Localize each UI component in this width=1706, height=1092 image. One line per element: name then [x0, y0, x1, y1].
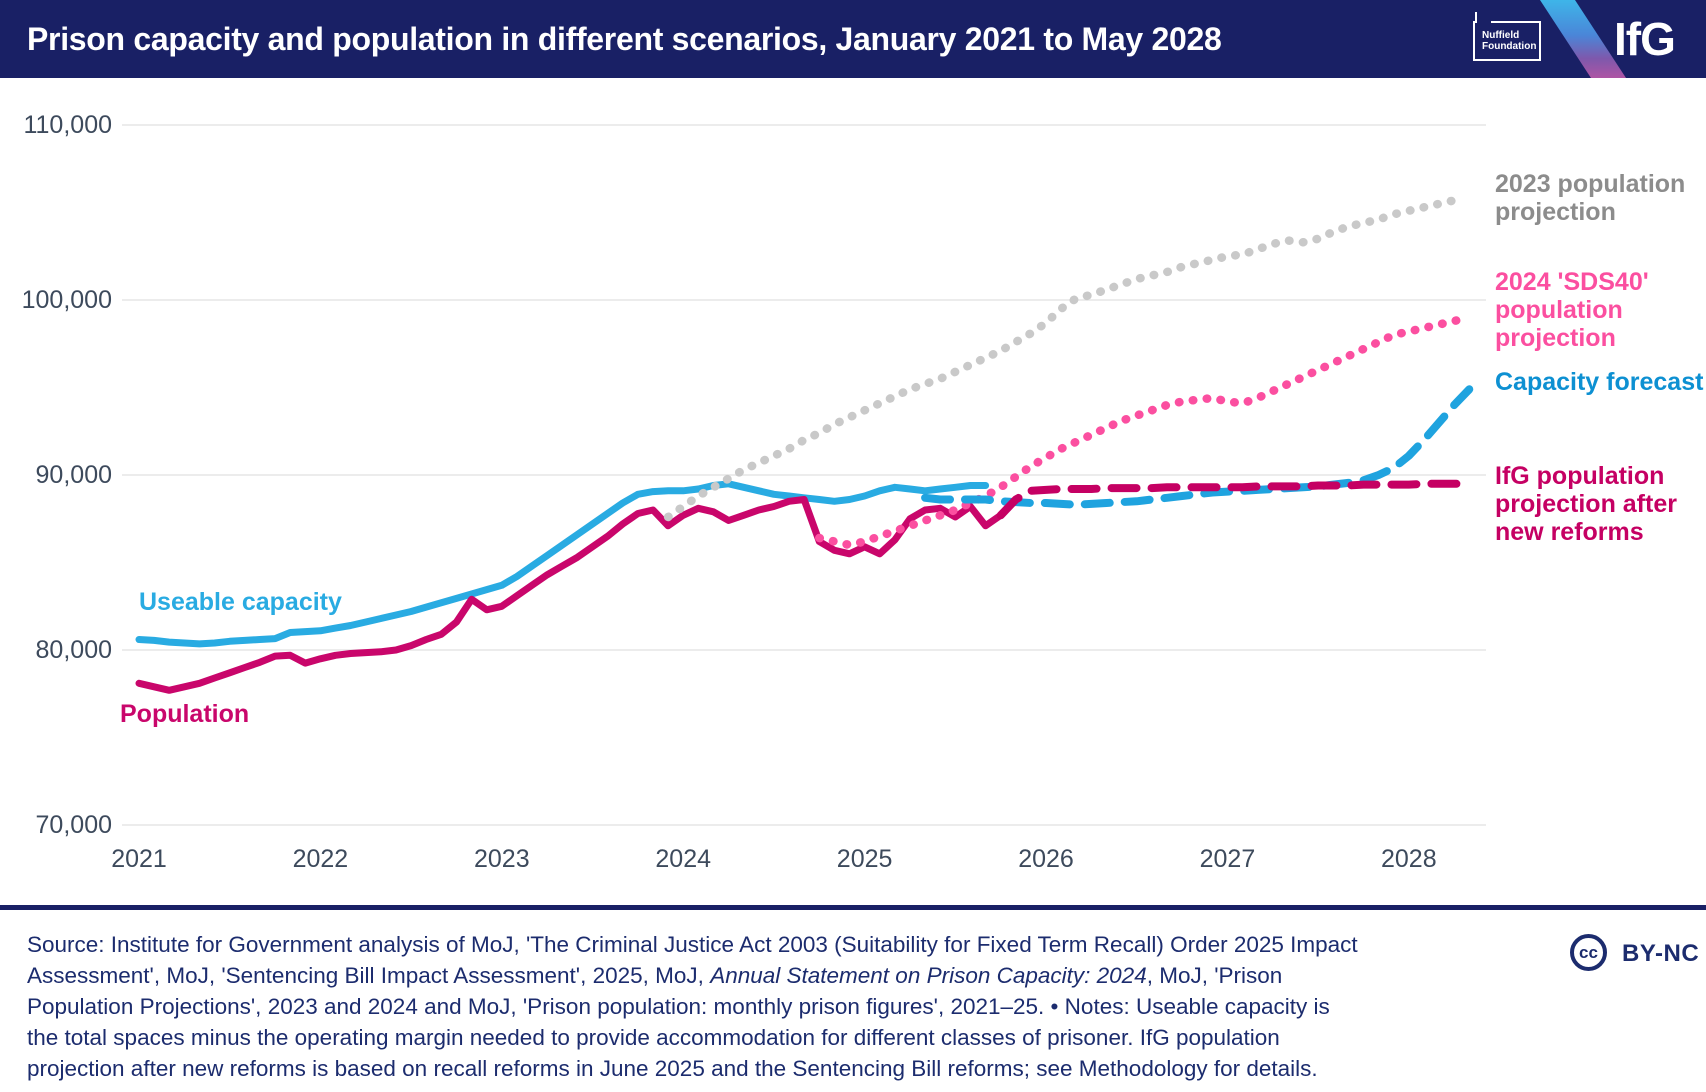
- footer-segment: Source: Institute for Government analysi…: [27, 932, 1358, 957]
- x-axis-tick: 2028: [1381, 845, 1437, 873]
- nuffield-logo-text: Nuffield Foundation: [1482, 30, 1536, 52]
- footer-line: the total spaces minus the operating mar…: [27, 1022, 1587, 1053]
- source-notes: Source: Institute for Government analysi…: [27, 929, 1587, 1084]
- series-useable-capacity: [135, 480, 990, 648]
- y-axis-tick: 110,000: [23, 111, 112, 139]
- page-title: Prison capacity and population in differ…: [27, 20, 1222, 57]
- series-2024-sds40-population-projection: [815, 313, 1474, 550]
- footer-italic-segment: Annual Statement on Prison Capacity: 202…: [710, 963, 1147, 988]
- nuffield-line2: Foundation: [1482, 41, 1537, 52]
- footer-segment: the total spaces minus the operating mar…: [27, 1025, 1280, 1050]
- series-ifg-population-projection-after-new-reforms: [996, 479, 1474, 520]
- line-chart: 110,000 100,000 90,000 80,000 70,000 2021 202…: [0, 78, 1706, 905]
- x-axis-tick: 2027: [1199, 845, 1256, 873]
- ifg-projection-label: IfG population projection after new refo…: [1495, 462, 1677, 546]
- header-bar: Prison capacity and population in differ…: [0, 0, 1706, 78]
- nuffield-logo-tick: [1475, 12, 1477, 23]
- projection-2023-label: 2023 population projection: [1495, 170, 1686, 226]
- chart-canvas: [135, 196, 1474, 694]
- footer-segment: Population Projections', 2023 and 2024 a…: [27, 994, 1330, 1019]
- series-2023-population-projection: [663, 196, 1459, 522]
- footer-segment: , MoJ, 'Prison: [1146, 963, 1283, 988]
- x-axis-tick: 2024: [655, 845, 712, 873]
- x-axis-tick: 2022: [292, 845, 349, 873]
- footer-divider: [0, 905, 1706, 910]
- y-axis-tick: 80,000: [35, 636, 112, 664]
- gridline: [122, 824, 1486, 826]
- y-axis-tick: 70,000: [35, 811, 112, 839]
- gridline: [122, 124, 1486, 126]
- y-axis-tick: 100,000: [21, 286, 112, 314]
- population-label: Population: [120, 700, 250, 728]
- footer-line: projection after new reforms is based on…: [27, 1053, 1587, 1084]
- nuffield-logo-notch: [1475, 21, 1491, 23]
- gridline: [122, 299, 1486, 301]
- footer-segment: projection after new reforms is based on…: [27, 1056, 1318, 1081]
- x-axis-tick: 2025: [836, 845, 893, 873]
- gridline: [122, 649, 1486, 651]
- x-axis-tick: 2023: [473, 845, 530, 873]
- capacity-forecast-label: Capacity forecast: [1495, 368, 1704, 396]
- footer-line: Population Projections', 2023 and 2024 a…: [27, 991, 1587, 1022]
- useable-capacity-label: Useable capacity: [139, 588, 342, 616]
- creative-commons-icon: cc: [1570, 934, 1607, 971]
- footer-line: Source: Institute for Government analysi…: [27, 929, 1587, 960]
- footer-segment: Assessment', MoJ, 'Sentencing Bill Impac…: [27, 963, 711, 988]
- x-axis-tick: 2021: [111, 845, 167, 873]
- series-population: [135, 496, 1005, 694]
- gridline: [122, 474, 1486, 476]
- license-label: BY-NC: [1622, 940, 1700, 967]
- x-axis-tick: 2026: [1018, 845, 1074, 873]
- footer-line: Assessment', MoJ, 'Sentencing Bill Impac…: [27, 960, 1587, 991]
- nuffield-foundation-logo: Nuffield Foundation: [1473, 12, 1541, 61]
- ifg-logo: IfG: [1614, 13, 1676, 65]
- nuffield-line1: Nuffield: [1482, 30, 1520, 41]
- projection-sds40-label: 2024 'SDS40' population projection: [1495, 268, 1649, 352]
- y-axis-tick: 90,000: [35, 461, 112, 489]
